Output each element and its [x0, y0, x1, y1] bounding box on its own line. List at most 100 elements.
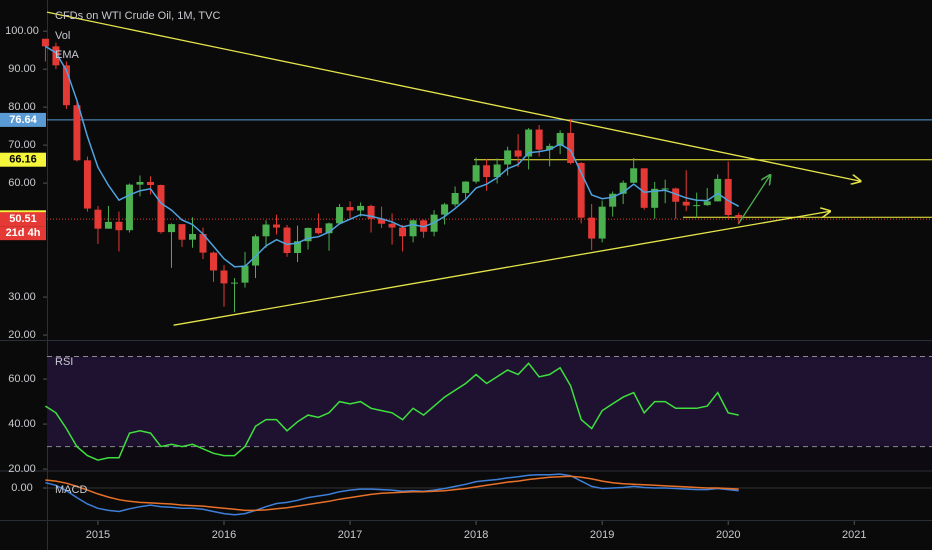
candle-body: [462, 181, 470, 193]
candle-body: [724, 178, 732, 216]
candle-body: [220, 270, 228, 284]
candle-body: [157, 185, 165, 233]
candle-body: [378, 218, 386, 224]
y-tick-label: 30.00: [8, 291, 36, 303]
candle-body: [94, 209, 102, 229]
candle-body: [294, 241, 302, 254]
candle-body: [609, 193, 617, 207]
chart-title: CFDs on WTI Crude Oil, 1M, TVC: [55, 10, 220, 22]
price-label-bg: [0, 212, 46, 227]
y-tick-label: 70.00: [8, 139, 36, 151]
candle-body: [62, 65, 70, 106]
price-label: 50.51: [9, 213, 37, 225]
x-tick-label: 2018: [464, 529, 488, 541]
candle-body: [73, 105, 81, 161]
candle-body: [483, 165, 491, 178]
y-tick-label: 40.00: [8, 418, 36, 430]
candle-body: [83, 160, 91, 209]
candle-body: [125, 184, 133, 231]
candle-body: [241, 265, 249, 283]
countdown-bg: [0, 226, 46, 241]
candle-body: [640, 168, 648, 208]
candle-body: [504, 150, 512, 165]
y-tick-label: 100.00: [5, 25, 39, 37]
candle-body: [388, 223, 396, 228]
candle-body: [441, 204, 449, 215]
price-label-bg: [0, 112, 46, 127]
price-label-bg: [0, 152, 46, 167]
candle-body: [556, 132, 564, 146]
plot: 20.00 30.00 60.00 70.00 80.00 90.00 100.00 20.0…: [5, 11, 932, 541]
y-tick-label: 20.00: [8, 329, 36, 341]
candle-body: [546, 145, 554, 150]
candle-body: [703, 201, 711, 206]
candle-body: [231, 282, 239, 284]
candle-body: [693, 205, 701, 207]
candle-body: [252, 236, 260, 266]
candle-body: [472, 165, 480, 182]
y-tick-label: 90.00: [8, 63, 36, 75]
candle-body: [525, 129, 533, 157]
ema-line: [45, 45, 740, 268]
candle-body: [598, 206, 606, 239]
macd-label: MACD: [55, 484, 87, 496]
candle-body: [273, 224, 281, 228]
candle-body: [672, 188, 680, 202]
y-tick-label: 60.00: [8, 373, 36, 385]
candle-body: [283, 227, 291, 254]
trendline: [46, 11, 861, 181]
price-label: 66.16: [9, 154, 37, 166]
x-tick-label: 2016: [212, 529, 236, 541]
candle-body: [493, 164, 501, 178]
x-tick-label: 2019: [590, 529, 614, 541]
candle-body: [325, 223, 333, 234]
candle-body: [451, 192, 459, 205]
candle-body: [136, 181, 144, 185]
y-tick-label: 20.00: [8, 463, 36, 475]
candle-body: [209, 252, 217, 271]
candle-body: [577, 162, 585, 218]
candle-body: [399, 227, 407, 237]
candle-body: [682, 201, 690, 206]
rsi-band-fill: [47, 356, 932, 447]
candle-body: [619, 182, 627, 194]
candle-body: [115, 221, 123, 231]
candle-body: [52, 46, 60, 66]
candle-body: [262, 224, 270, 237]
x-tick-label: 2021: [842, 529, 866, 541]
candle-body: [735, 215, 743, 218]
macd-line: [45, 473, 739, 516]
candle-body: [188, 234, 196, 240]
candle-body: [567, 132, 575, 163]
candle-body: [315, 227, 323, 234]
candle-body: [41, 38, 49, 47]
candle-body: [104, 221, 112, 229]
candle-body: [199, 234, 207, 253]
indicator-label: EMA: [55, 49, 80, 61]
candle-body: [167, 224, 175, 233]
indicator-label: Vol: [55, 30, 70, 42]
candle-body: [346, 207, 354, 211]
y-tick-label: 60.00: [8, 177, 36, 189]
rsi-label: RSI: [55, 356, 73, 368]
y-tick-label: 80.00: [8, 101, 36, 113]
countdown: 21d 4h: [6, 227, 41, 239]
price-label: 76.64: [9, 114, 37, 126]
candle-body: [661, 188, 669, 190]
trendline: [173, 211, 831, 326]
candle-body: [630, 168, 638, 183]
x-tick-label: 2015: [86, 529, 110, 541]
candle-body: [588, 217, 596, 239]
candle-body: [514, 150, 522, 157]
candle-body: [178, 224, 186, 240]
x-tick-label: 2017: [338, 529, 362, 541]
candle-body: [409, 220, 417, 237]
candle-body: [304, 227, 312, 242]
candle-body: [367, 205, 375, 219]
candle-body: [336, 207, 344, 224]
rsi-line: [44, 362, 739, 461]
candle-body: [651, 188, 659, 208]
x-tick-label: 2020: [716, 529, 740, 541]
candle-body: [357, 205, 365, 211]
